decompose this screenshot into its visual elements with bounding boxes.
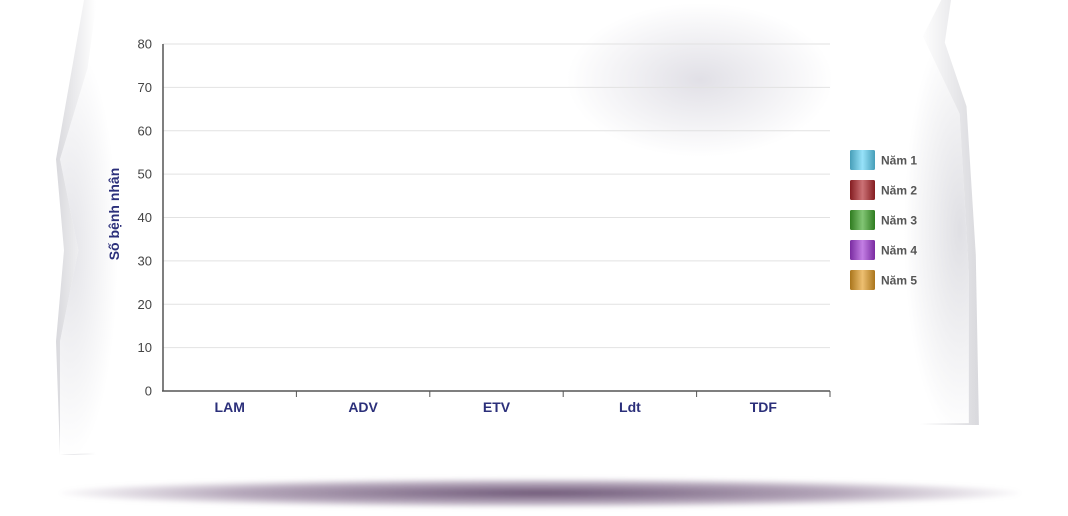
legend-swatch xyxy=(850,270,875,290)
y-tick-label: 80 xyxy=(138,37,152,52)
legend-label: Năm 1 xyxy=(881,154,917,168)
legend-label: Năm 5 xyxy=(881,274,917,288)
y-tick-label: 70 xyxy=(138,80,152,95)
x-category-label: LAM xyxy=(215,399,245,415)
x-category-labels: LAM ADV ETV Ldt TDF xyxy=(215,391,831,415)
x-category-label: Ldt xyxy=(619,399,641,415)
paper-background xyxy=(60,0,969,455)
legend-label: Năm 4 xyxy=(881,244,917,258)
axes xyxy=(162,44,830,392)
x-category-label: ETV xyxy=(483,399,511,415)
legend-swatch xyxy=(850,240,875,260)
y-tick-label: 20 xyxy=(138,297,152,312)
y-tick-label: 10 xyxy=(138,340,152,355)
floor-shadow xyxy=(60,478,1020,508)
legend-label: Năm 3 xyxy=(881,214,917,228)
legend-swatch xyxy=(850,150,875,170)
legend-label: Năm 2 xyxy=(881,184,917,198)
legend: Năm 1 Năm 2 Năm 3 Năm 4 Năm 5 xyxy=(850,150,917,290)
legend-swatch xyxy=(850,180,875,200)
y-tick-label: 40 xyxy=(138,210,152,225)
y-tick-label: 60 xyxy=(138,123,152,138)
y-tick-label: 0 xyxy=(145,384,152,399)
y-axis-title: Số bệnh nhân xyxy=(106,168,122,261)
x-category-label: ADV xyxy=(348,399,378,415)
x-category-label: TDF xyxy=(750,399,778,415)
legend-swatch xyxy=(850,210,875,230)
gridlines xyxy=(163,43,830,349)
y-tick-label: 50 xyxy=(138,167,152,182)
y-tick-labels: 0 10 20 30 40 50 60 70 80 xyxy=(138,37,152,399)
y-tick-label: 30 xyxy=(138,253,152,268)
